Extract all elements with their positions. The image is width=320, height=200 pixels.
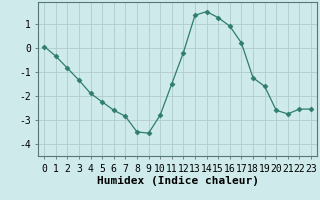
X-axis label: Humidex (Indice chaleur): Humidex (Indice chaleur) bbox=[97, 176, 259, 186]
